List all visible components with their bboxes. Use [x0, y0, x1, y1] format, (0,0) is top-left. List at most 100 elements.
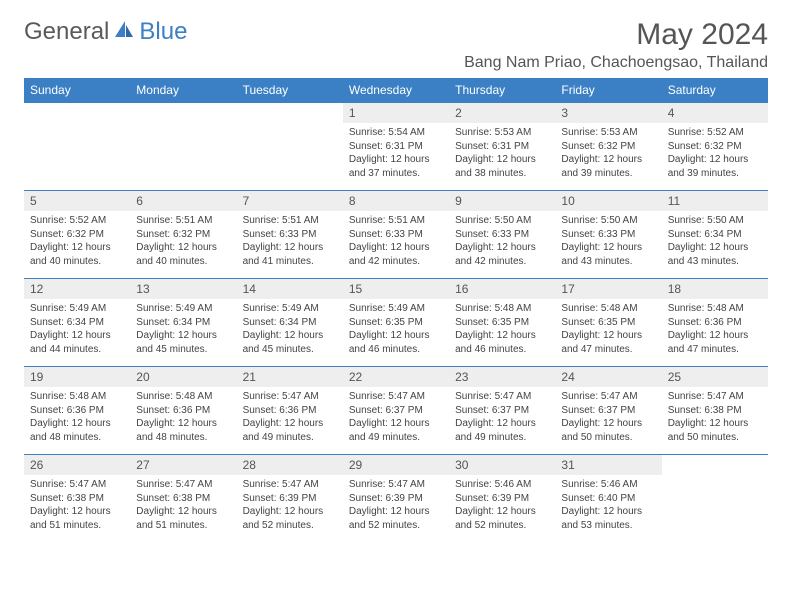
- calendar-cell: 7Sunrise: 5:51 AMSunset: 6:33 PMDaylight…: [237, 191, 343, 279]
- calendar-cell: 14Sunrise: 5:49 AMSunset: 6:34 PMDayligh…: [237, 279, 343, 367]
- day-details: Sunrise: 5:53 AMSunset: 6:32 PMDaylight:…: [555, 123, 661, 184]
- day-details: Sunrise: 5:46 AMSunset: 6:40 PMDaylight:…: [555, 475, 661, 536]
- sunrise-text: Sunrise: 5:49 AM: [136, 302, 230, 316]
- sunrise-text: Sunrise: 5:48 AM: [455, 302, 549, 316]
- sunset-text: Sunset: 6:38 PM: [136, 492, 230, 506]
- sunrise-text: Sunrise: 5:48 AM: [136, 390, 230, 404]
- calendar-cell: 22Sunrise: 5:47 AMSunset: 6:37 PMDayligh…: [343, 367, 449, 455]
- sunset-text: Sunset: 6:34 PM: [30, 316, 124, 330]
- daylight-text: Daylight: 12 hours and 45 minutes.: [243, 329, 337, 356]
- day-number: 10: [555, 191, 661, 211]
- sunrise-text: Sunrise: 5:48 AM: [30, 390, 124, 404]
- daylight-text: Daylight: 12 hours and 49 minutes.: [455, 417, 549, 444]
- day-details: Sunrise: 5:48 AMSunset: 6:36 PMDaylight:…: [662, 299, 768, 360]
- sunrise-text: Sunrise: 5:53 AM: [455, 126, 549, 140]
- calendar-cell: 11Sunrise: 5:50 AMSunset: 6:34 PMDayligh…: [662, 191, 768, 279]
- calendar-cell: ..: [662, 455, 768, 543]
- calendar-cell: 24Sunrise: 5:47 AMSunset: 6:37 PMDayligh…: [555, 367, 661, 455]
- sunrise-text: Sunrise: 5:49 AM: [349, 302, 443, 316]
- calendar-cell: 3Sunrise: 5:53 AMSunset: 6:32 PMDaylight…: [555, 103, 661, 191]
- day-details: Sunrise: 5:47 AMSunset: 6:38 PMDaylight:…: [662, 387, 768, 448]
- daylight-text: Daylight: 12 hours and 50 minutes.: [561, 417, 655, 444]
- day-details: Sunrise: 5:47 AMSunset: 6:37 PMDaylight:…: [449, 387, 555, 448]
- daylight-text: Daylight: 12 hours and 46 minutes.: [455, 329, 549, 356]
- day-details: Sunrise: 5:48 AMSunset: 6:35 PMDaylight:…: [555, 299, 661, 360]
- calendar-cell: 30Sunrise: 5:46 AMSunset: 6:39 PMDayligh…: [449, 455, 555, 543]
- daylight-text: Daylight: 12 hours and 42 minutes.: [455, 241, 549, 268]
- daylight-text: Daylight: 12 hours and 39 minutes.: [561, 153, 655, 180]
- day-number: 27: [130, 455, 236, 475]
- brand-logo: General Blue: [24, 18, 187, 46]
- sunset-text: Sunset: 6:39 PM: [243, 492, 337, 506]
- sunset-text: Sunset: 6:32 PM: [561, 140, 655, 154]
- sunset-text: Sunset: 6:38 PM: [30, 492, 124, 506]
- calendar-cell: 21Sunrise: 5:47 AMSunset: 6:36 PMDayligh…: [237, 367, 343, 455]
- day-details: Sunrise: 5:49 AMSunset: 6:35 PMDaylight:…: [343, 299, 449, 360]
- calendar-cell: 5Sunrise: 5:52 AMSunset: 6:32 PMDaylight…: [24, 191, 130, 279]
- calendar-cell: 4Sunrise: 5:52 AMSunset: 6:32 PMDaylight…: [662, 103, 768, 191]
- daylight-text: Daylight: 12 hours and 50 minutes.: [668, 417, 762, 444]
- sunset-text: Sunset: 6:36 PM: [668, 316, 762, 330]
- daylight-text: Daylight: 12 hours and 44 minutes.: [30, 329, 124, 356]
- calendar-cell: 8Sunrise: 5:51 AMSunset: 6:33 PMDaylight…: [343, 191, 449, 279]
- calendar-cell: 2Sunrise: 5:53 AMSunset: 6:31 PMDaylight…: [449, 103, 555, 191]
- calendar-cell: 12Sunrise: 5:49 AMSunset: 6:34 PMDayligh…: [24, 279, 130, 367]
- brand-part1: General: [24, 18, 109, 46]
- calendar-cell: 29Sunrise: 5:47 AMSunset: 6:39 PMDayligh…: [343, 455, 449, 543]
- day-number: 23: [449, 367, 555, 387]
- sunset-text: Sunset: 6:36 PM: [30, 404, 124, 418]
- day-details: Sunrise: 5:52 AMSunset: 6:32 PMDaylight:…: [24, 211, 130, 272]
- daylight-text: Daylight: 12 hours and 52 minutes.: [243, 505, 337, 532]
- daylight-text: Daylight: 12 hours and 40 minutes.: [30, 241, 124, 268]
- daylight-text: Daylight: 12 hours and 47 minutes.: [561, 329, 655, 356]
- sunrise-text: Sunrise: 5:53 AM: [561, 126, 655, 140]
- calendar-cell: 20 Sunrise: 5:48 AMSunset: 6:36 PMDayligh…: [130, 367, 236, 455]
- sunset-text: Sunset: 6:36 PM: [136, 404, 230, 418]
- sunrise-text: Sunrise: 5:50 AM: [455, 214, 549, 228]
- daylight-text: Daylight: 12 hours and 49 minutes.: [349, 417, 443, 444]
- sunset-text: Sunset: 6:33 PM: [243, 228, 337, 242]
- calendar-row: 12Sunrise: 5:49 AMSunset: 6:34 PMDayligh…: [24, 279, 768, 367]
- daylight-text: Daylight: 12 hours and 48 minutes.: [136, 417, 230, 444]
- day-details: Sunrise: 5:47 AMSunset: 6:39 PMDaylight:…: [343, 475, 449, 536]
- day-number: 20: [130, 367, 236, 387]
- calendar-cell: ..: [130, 103, 236, 191]
- calendar-row: 19Sunrise: 5:48 AMSunset: 6:36 PMDayligh…: [24, 367, 768, 455]
- day-details: Sunrise: 5:47 AMSunset: 6:37 PMDaylight:…: [343, 387, 449, 448]
- calendar-cell: 19Sunrise: 5:48 AMSunset: 6:36 PMDayligh…: [24, 367, 130, 455]
- calendar-cell: 15Sunrise: 5:49 AMSunset: 6:35 PMDayligh…: [343, 279, 449, 367]
- day-number: 6: [130, 191, 236, 211]
- day-details: Sunrise: 5:47 AMSunset: 6:38 PMDaylight:…: [130, 475, 236, 536]
- day-details: Sunrise: 5:48 AMSunset: 6:35 PMDaylight:…: [449, 299, 555, 360]
- sunrise-text: Sunrise: 5:47 AM: [455, 390, 549, 404]
- sunrise-text: Sunrise: 5:47 AM: [136, 478, 230, 492]
- weekday-header-row: Sunday Monday Tuesday Wednesday Thursday…: [24, 78, 768, 103]
- daylight-text: Daylight: 12 hours and 38 minutes.: [455, 153, 549, 180]
- month-title: May 2024: [464, 18, 768, 52]
- daylight-text: Daylight: 12 hours and 37 minutes.: [349, 153, 443, 180]
- day-details: Sunrise: 5:47 AMSunset: 6:38 PMDaylight:…: [24, 475, 130, 536]
- day-number: 13: [130, 279, 236, 299]
- calendar-row: 26Sunrise: 5:47 AMSunset: 6:38 PMDayligh…: [24, 455, 768, 543]
- calendar-cell: 17Sunrise: 5:48 AMSunset: 6:35 PMDayligh…: [555, 279, 661, 367]
- sunrise-text: Sunrise: 5:47 AM: [668, 390, 762, 404]
- sunset-text: Sunset: 6:40 PM: [561, 492, 655, 506]
- day-number: 16: [449, 279, 555, 299]
- daylight-text: Daylight: 12 hours and 48 minutes.: [30, 417, 124, 444]
- sunrise-text: Sunrise: 5:49 AM: [243, 302, 337, 316]
- weekday-header: Saturday: [662, 78, 768, 103]
- day-number: 11: [662, 191, 768, 211]
- day-number: 25: [662, 367, 768, 387]
- calendar-cell: 6Sunrise: 5:51 AMSunset: 6:32 PMDaylight…: [130, 191, 236, 279]
- daylight-text: Daylight: 12 hours and 40 minutes.: [136, 241, 230, 268]
- sunrise-text: Sunrise: 5:51 AM: [136, 214, 230, 228]
- calendar-row: 5Sunrise: 5:52 AMSunset: 6:32 PMDaylight…: [24, 191, 768, 279]
- day-details: Sunrise: 5:49 AMSunset: 6:34 PMDaylight:…: [24, 299, 130, 360]
- sunrise-text: Sunrise: 5:48 AM: [668, 302, 762, 316]
- day-details: Sunrise: 5:49 AMSunset: 6:34 PMDaylight:…: [237, 299, 343, 360]
- sunset-text: Sunset: 6:31 PM: [455, 140, 549, 154]
- sunrise-text: Sunrise: 5:52 AM: [30, 214, 124, 228]
- day-number: 21: [237, 367, 343, 387]
- location-text: Bang Nam Priao, Chachoengsao, Thailand: [464, 54, 768, 72]
- daylight-text: Daylight: 12 hours and 41 minutes.: [243, 241, 337, 268]
